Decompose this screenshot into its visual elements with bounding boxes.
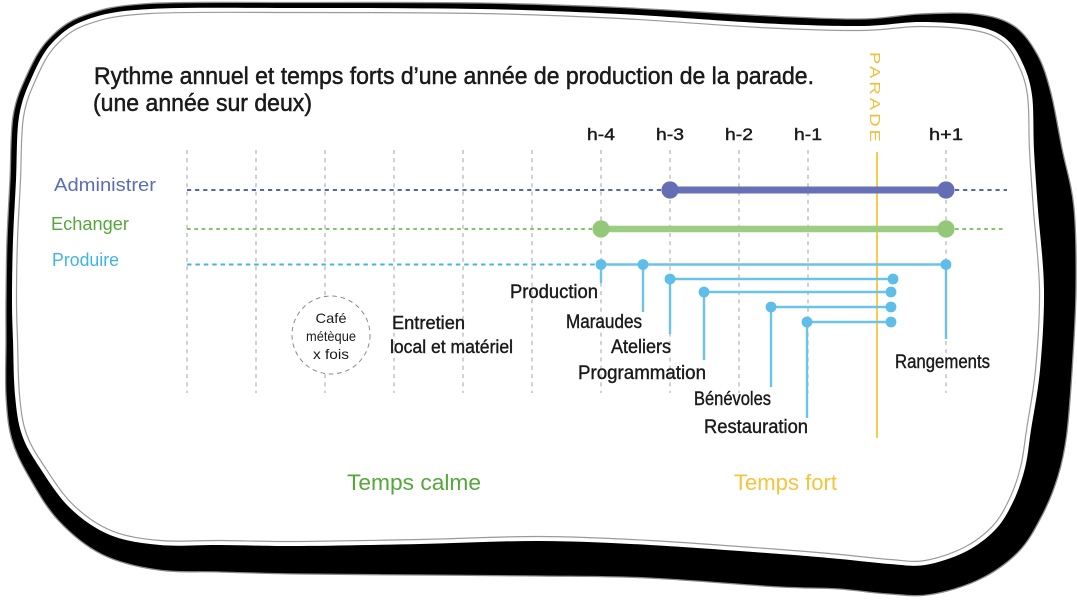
svg-text:Echanger: Echanger: [51, 214, 129, 234]
svg-text:Ateliers: Ateliers: [611, 337, 671, 358]
svg-text:Restauration: Restauration: [704, 417, 808, 438]
svg-text:métèque: métèque: [306, 328, 356, 344]
svg-text:Rangements: Rangements: [895, 352, 990, 373]
svg-text:Maraudes: Maraudes: [566, 312, 642, 333]
svg-text:x fois: x fois: [313, 346, 349, 362]
svg-text:Café: Café: [316, 310, 347, 326]
svg-text:local et matériel: local et matériel: [390, 337, 513, 357]
svg-text:Temps fort: Temps fort: [734, 470, 837, 495]
svg-text:h-2: h-2: [725, 125, 753, 144]
svg-text:Administrer: Administrer: [54, 175, 156, 195]
svg-text:Rythme annuel et temps forts d: Rythme annuel et temps forts d’une année…: [94, 63, 814, 90]
svg-text:Entretien: Entretien: [392, 313, 465, 333]
svg-text:Produire: Produire: [52, 250, 119, 270]
svg-text:Programmation: Programmation: [578, 363, 706, 384]
svg-text:PARADE: PARADE: [866, 52, 883, 145]
svg-text:h-3: h-3: [656, 125, 684, 144]
svg-text:Temps calme: Temps calme: [347, 470, 481, 495]
svg-text:h-1: h-1: [794, 125, 822, 144]
svg-text:(une année sur deux): (une année sur deux): [93, 90, 312, 117]
svg-text:h-4: h-4: [587, 125, 615, 144]
svg-text:Bénévoles: Bénévoles: [694, 389, 771, 410]
svg-text:Production: Production: [510, 282, 598, 303]
svg-text:h+1: h+1: [929, 125, 963, 144]
